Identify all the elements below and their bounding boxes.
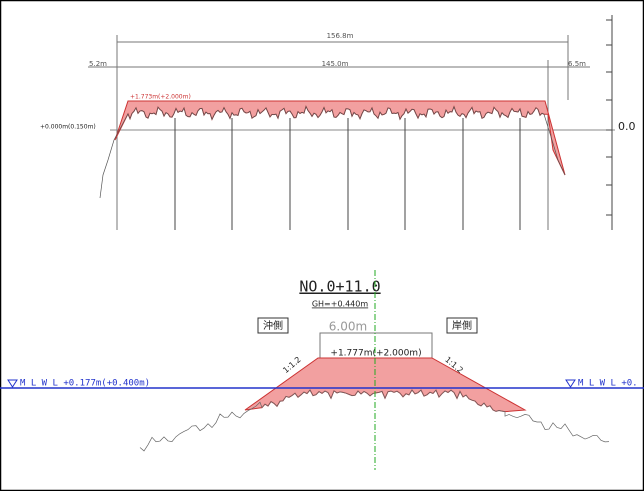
level-label: +0.000m(0.150m) [40,124,96,131]
axis-label: 0.0 [618,120,636,133]
water-level-label: M L W L +0. [578,379,638,389]
side-label: 岸側 [452,319,472,332]
crown-level: +1.777m(+2.000m) [330,349,421,359]
section-title: NO.0+11.0 [299,278,380,296]
dim-label: 145.0m [322,60,349,68]
dim-label: 156.8m [327,32,354,40]
frame [1,1,644,491]
ground-height: GH=+0.440m [312,300,369,309]
crown-width: 6.00m [329,320,367,334]
dim-label: 6.5m [568,60,586,68]
dim-label: 5.2m [89,60,107,68]
water-level-label: M L W L +0.177m(+0.400m) [20,379,150,389]
level-label: +1.773m(+2.000m) [130,94,191,101]
side-label: 沖側 [263,319,283,332]
drawing: 156.8m 5.2m 145.0m 6.5m +1.773m(+2.000m)… [0,0,644,491]
